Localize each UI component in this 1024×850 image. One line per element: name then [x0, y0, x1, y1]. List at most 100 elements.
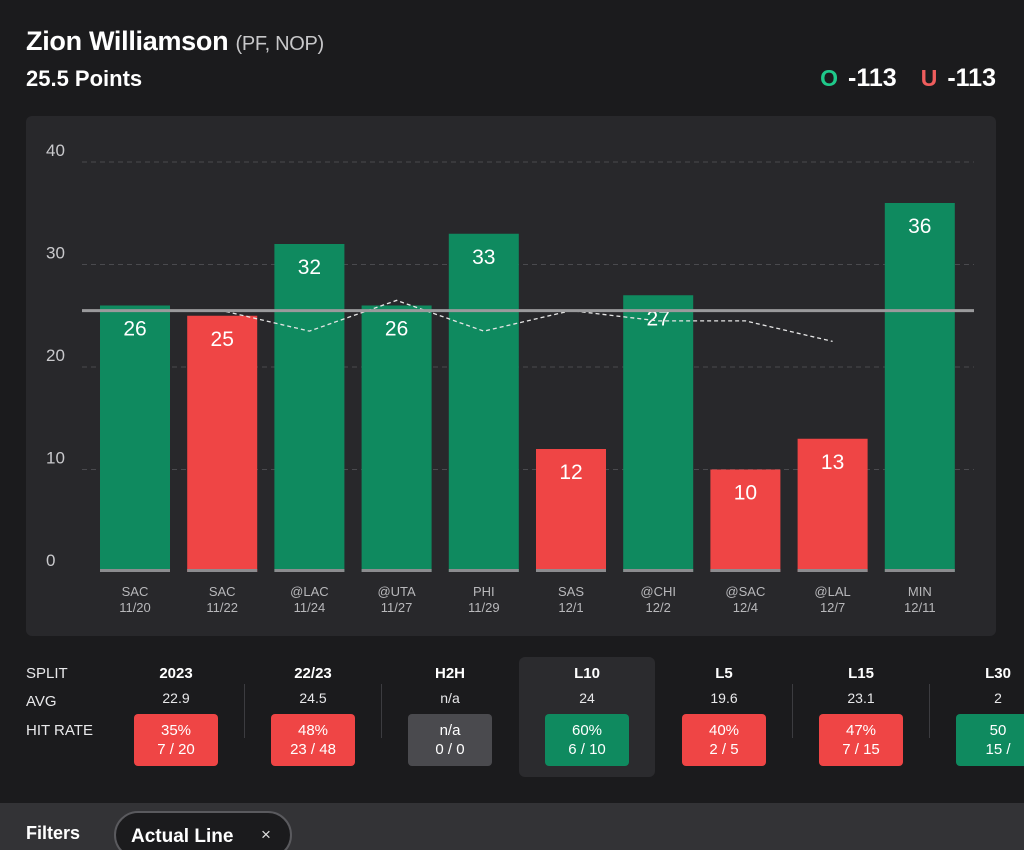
y-tick-label: 20 [46, 346, 65, 365]
row-label-split: SPLIT [26, 665, 68, 682]
x-tick-opponent: @CHI [640, 584, 676, 599]
bar-over [274, 244, 345, 572]
split-header: 22/23 [294, 665, 332, 682]
x-tick-date: 11/29 [468, 600, 500, 615]
hit-rate-badge: 60% 6 / 10 [545, 714, 629, 766]
player-title: Zion Williamson (PF, NOP) [26, 26, 996, 57]
hit-rate-pct: 40% [708, 722, 740, 739]
split-header: L30 [985, 665, 1011, 682]
column-divider [244, 684, 245, 738]
hit-rate-badge: 40% 2 / 5 [682, 714, 766, 766]
hit-rate-badge: 50 15 / [956, 714, 1024, 766]
hit-rate-count: 15 / [985, 741, 1011, 758]
bar-baseline [536, 569, 606, 572]
trend-line [135, 299, 833, 343]
row-label-avg: AVG [26, 693, 57, 710]
x-tick-opponent: @LAL [814, 584, 850, 599]
split-header: L15 [848, 665, 874, 682]
under-label: U [920, 65, 938, 91]
column-divider [381, 684, 382, 738]
bar-baseline [797, 569, 868, 572]
over-odds: -113 [848, 64, 897, 92]
close-icon[interactable]: × [261, 825, 271, 844]
hit-rate-pct: 47% [845, 722, 877, 739]
split-avg: 22.9 [162, 690, 190, 706]
bar-value-label: 36 [908, 215, 931, 238]
hit-rate-pct: 35% [160, 722, 192, 739]
chart-svg: 01020304026SAC11/2025SAC11/2232@LAC11/24… [46, 141, 974, 615]
prop-line-label: 25.5 Points [26, 66, 143, 91]
hit-rate-pct: n/a [439, 722, 461, 739]
bar-baseline [623, 569, 694, 572]
split-avg: 24 [579, 690, 595, 706]
split-avg: 24.5 [299, 690, 327, 706]
bar-value-label: 26 [123, 318, 146, 341]
splits-table: SPLIT AVG HIT RATE 2023 22.9 35% 7 / 20 22/2… [0, 657, 1024, 777]
hit-rate-pct: 60% [571, 722, 603, 739]
x-tick-opponent: @UTA [377, 584, 416, 599]
bar-over [448, 233, 519, 572]
bar-over [361, 305, 432, 572]
bar-baseline [884, 569, 955, 572]
split-column-6[interactable]: L30 2 50 15 / [930, 657, 1024, 777]
x-tick-date: 11/27 [381, 600, 413, 615]
bar-value-label: 10 [734, 482, 757, 505]
split-column-0[interactable]: 2023 22.9 35% 7 / 20 [108, 657, 244, 777]
split-avg: n/a [440, 690, 460, 706]
bar-over [884, 203, 955, 572]
x-tick-opponent: @LAC [290, 584, 329, 599]
hit-rate-badge: 35% 7 / 20 [134, 714, 218, 766]
split-column-5[interactable]: L15 23.1 47% 7 / 15 [793, 657, 929, 777]
x-tick-date: 12/4 [733, 600, 758, 615]
hit-rate-badge: 47% 7 / 15 [819, 714, 903, 766]
odds-display: O -113 U -113 [820, 64, 996, 93]
y-tick-label: 30 [46, 244, 65, 263]
bar-value-label: 25 [211, 328, 234, 351]
bar-value-label: 26 [385, 318, 408, 341]
split-column-2[interactable]: H2H n/a n/a 0 / 0 [382, 657, 518, 777]
split-header: 2023 [159, 665, 193, 682]
column-divider [792, 684, 793, 738]
x-tick-opponent: SAC [122, 584, 149, 599]
split-header: L5 [715, 665, 733, 682]
split-header: L10 [574, 665, 600, 682]
player-name: Zion Williamson [26, 26, 229, 56]
chip-label: Actual Line [131, 826, 234, 847]
bar-value-label: 32 [298, 256, 321, 279]
filters-label: Filters [26, 823, 81, 843]
x-tick-date: 11/24 [294, 600, 326, 615]
column-divider [929, 684, 930, 738]
player-meta: (PF, NOP) [235, 33, 324, 55]
bar-baseline [710, 569, 781, 572]
split-avg: 19.6 [710, 690, 738, 706]
x-tick-opponent: MIN [908, 584, 932, 599]
split-column-1[interactable]: 22/23 24.5 48% 23 / 48 [245, 657, 381, 777]
bar-over [100, 305, 170, 572]
split-column-4[interactable]: L5 19.6 40% 2 / 5 [656, 657, 792, 777]
prop-header: Zion Williamson (PF, NOP) 25.5 Points O … [26, 26, 996, 96]
hit-rate-count: 7 / 15 [842, 741, 880, 758]
y-tick-label: 0 [46, 551, 55, 570]
hit-rate-badge: 48% 23 / 48 [271, 714, 355, 766]
y-tick-label: 10 [46, 449, 65, 468]
y-tick-label: 40 [46, 141, 65, 160]
x-tick-date: 12/2 [646, 600, 671, 615]
split-column-3[interactable]: L10 24 60% 6 / 10 [519, 657, 655, 777]
bar-baseline [187, 569, 258, 572]
x-tick-date: 12/7 [820, 600, 845, 615]
bar-value-label: 13 [821, 451, 844, 474]
bar-under [187, 315, 258, 572]
hit-rate-count: 7 / 20 [157, 741, 195, 758]
actual-line-filter-chip[interactable]: Actual Line × [114, 811, 292, 850]
bar-under [710, 469, 781, 572]
split-header: H2H [434, 665, 465, 682]
x-tick-opponent: SAS [558, 584, 584, 599]
x-tick-date: 12/11 [904, 600, 936, 615]
bar-value-label: 27 [647, 307, 670, 330]
bar-baseline [448, 569, 519, 572]
hit-rate-pct: 50 [989, 722, 1007, 739]
hit-rate-count: 0 / 0 [435, 741, 465, 758]
x-tick-opponent: @SAC [725, 584, 765, 599]
under-odds: -113 [947, 64, 996, 92]
game-log-chart: 0 10 20 30 40 26 SAC 11/20 25 SAC 11/22 32 @LAC 11/24… [26, 116, 996, 636]
